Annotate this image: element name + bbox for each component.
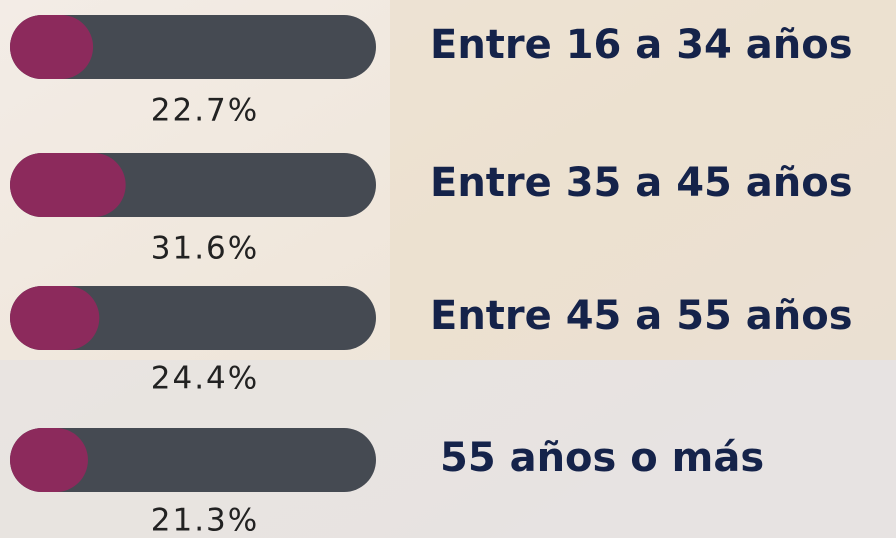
value-label: 21.3% — [151, 503, 259, 538]
background-building — [390, 0, 896, 360]
category-label: 55 años o más — [440, 435, 764, 481]
value-label: 22.7% — [151, 93, 259, 129]
value-label: 31.6% — [151, 231, 259, 267]
bar-track — [10, 428, 376, 492]
bar — [10, 15, 94, 79]
bar-track — [10, 286, 376, 350]
value-label: 24.4% — [151, 361, 259, 397]
bar — [10, 153, 126, 217]
bar-track — [10, 15, 376, 79]
category-label: Entre 35 a 45 años — [430, 160, 853, 206]
category-label: Entre 16 a 34 años — [430, 22, 853, 68]
category-label: Entre 45 a 55 años — [430, 293, 853, 339]
bar — [10, 428, 88, 492]
bar — [10, 286, 100, 350]
